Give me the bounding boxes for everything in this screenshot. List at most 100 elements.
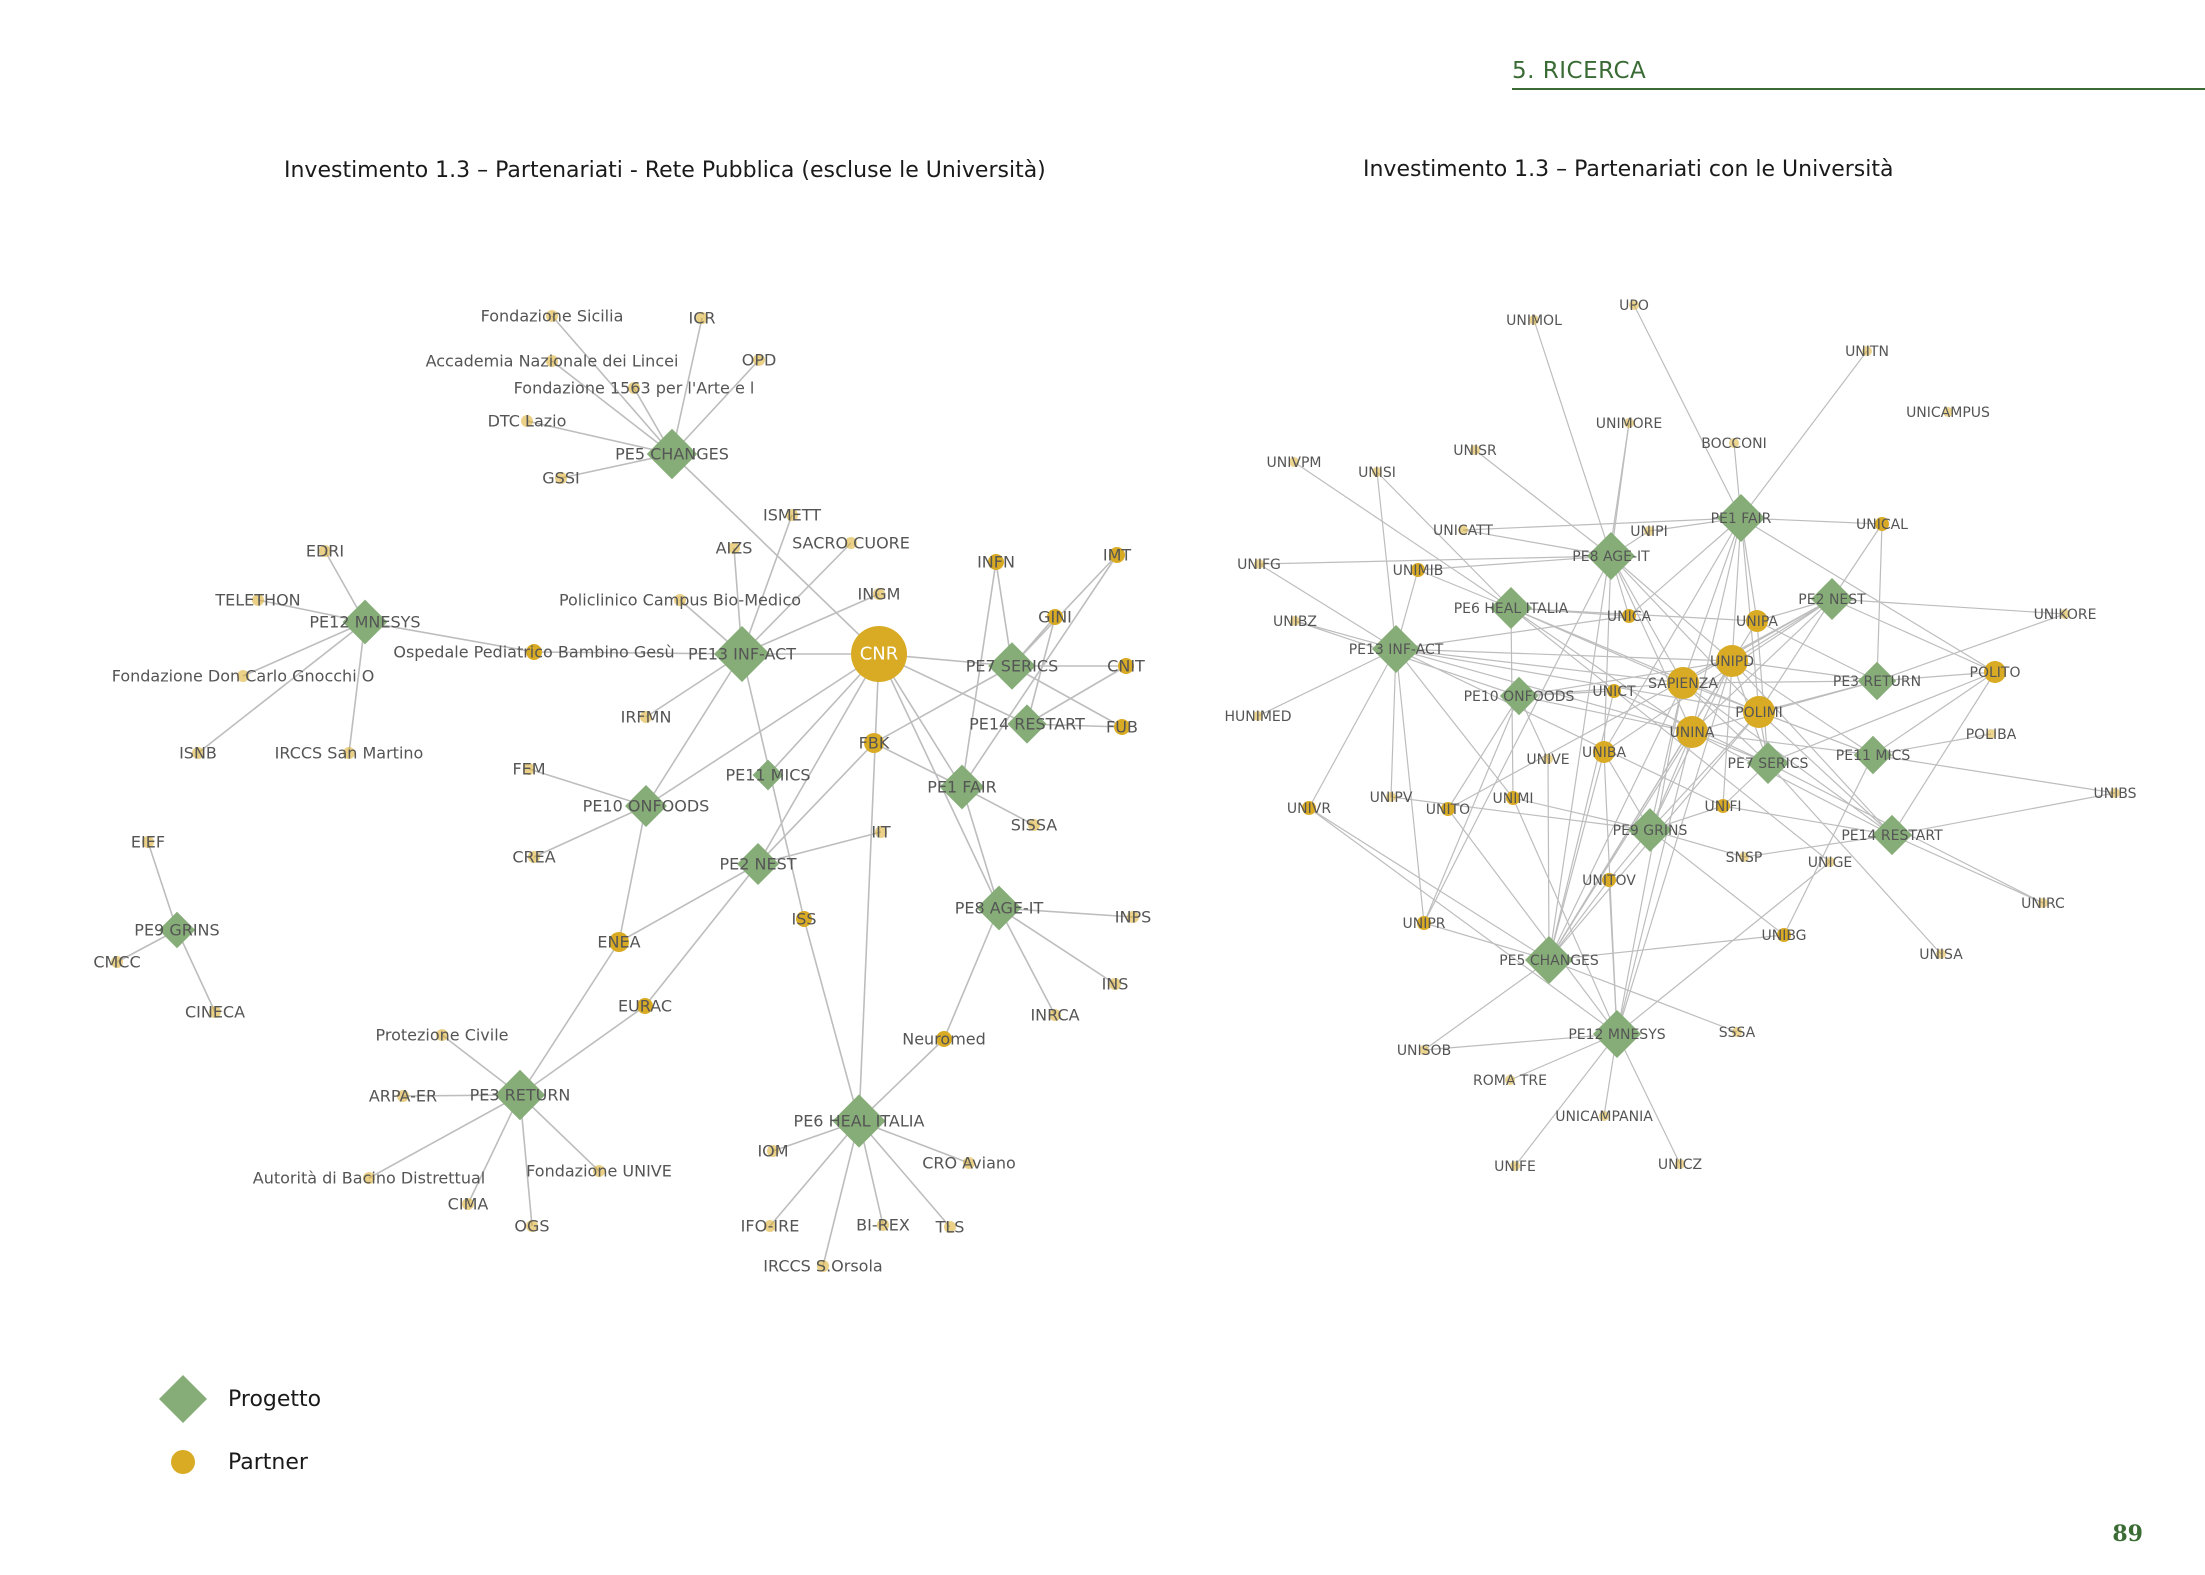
partner-node-unitov: [1602, 873, 1616, 887]
edge-pe5-changes-fondazione-sicilia: [551, 315, 673, 455]
partner-label-cnr: CNR: [860, 644, 899, 665]
edge-pe13-inf-act-polimi: [1395, 648, 1760, 713]
edge-pe1-fair-unica: [1628, 517, 1742, 617]
project-label-pe1-fair: PE1 FAIR: [927, 778, 997, 797]
partner-label-fub: FUB: [1106, 718, 1138, 737]
edge-pe12-mnesys-unife: [1514, 1033, 1618, 1167]
partner-label-arpa-er: ARPA-ER: [369, 1087, 437, 1106]
edge-pe14-restart-unibs: [1891, 792, 2116, 836]
partner-node-protezione-civile: [436, 1029, 448, 1041]
edge-pe8-age-it-ins: [998, 907, 1116, 985]
edge-pe13-inf-act-ospedale-pediatrico-bambino-ges: [533, 651, 743, 655]
partner-label-unicampus: UNICAMPUS: [1906, 405, 1990, 421]
partner-node-unisi: [1372, 467, 1382, 477]
edge-pe11-mics-polito: [1872, 671, 1996, 756]
project-node-pe3-return: [1857, 661, 1897, 701]
edge-pe3-return-enea: [519, 941, 620, 1096]
partner-label-sissa: SISSA: [1011, 816, 1057, 835]
partner-label-unipv: UNIPV: [1370, 790, 1413, 806]
partner-node-enea: [609, 932, 629, 952]
edge-pe13-inf-act-unina: [1395, 648, 1693, 733]
partner-label-bocconi: BOCCONI: [1701, 436, 1767, 452]
partner-node-cima: [462, 1198, 474, 1210]
partner-node-edri: [319, 545, 331, 557]
edge-pe1-fair-unical: [1740, 517, 1883, 525]
project-node-pe9-grins: [158, 911, 196, 949]
edge-pe8-age-it-inrca: [998, 907, 1056, 1016]
edge-pe3-return-unipd: [1731, 660, 1878, 682]
partner-label-unirc: UNIRC: [2021, 896, 2065, 912]
edge-pe2-nest-unikore: [1831, 598, 2066, 615]
edge-pe3-return-fondazione-unive: [519, 1094, 600, 1172]
edge-pe14-restart-unirc: [1891, 834, 2044, 904]
edge-pe1-fair-imt: [961, 554, 1118, 788]
partner-label-unict: UNICT: [1592, 684, 1636, 700]
partner-label-ins: INS: [1102, 975, 1129, 994]
partner-label-dtc-lazio: DTC Lazio: [488, 412, 567, 431]
project-node-pe8-age-it: [1587, 532, 1635, 580]
partner-label-protezione-civile: Protezione Civile: [375, 1026, 508, 1045]
project-node-pe3-return: [494, 1069, 546, 1121]
partner-node-ingm: [873, 588, 885, 600]
edge-pe1-fair-polito: [1740, 517, 1996, 673]
left-chart-title: Investimento 1.3 – Partenariati - Rete P…: [284, 158, 1046, 183]
partner-label-fondazione-unive: Fondazione UNIVE: [526, 1162, 672, 1181]
edge-pe2-nest-unipd: [1731, 598, 1833, 662]
edge-pe9-grins-polimi: [1649, 711, 1760, 831]
partner-node-unimore: [1624, 418, 1634, 428]
project-label-pe8-age-it: PE8 AGE-IT: [1572, 549, 1650, 565]
edge-pe1-fair-unicatt: [1462, 517, 1742, 531]
partner-label-irccs-s-orsola: IRCCS S.Orsola: [763, 1257, 882, 1276]
partner-label-neuromed: Neuromed: [902, 1030, 986, 1049]
edge-pe3-return-unikore: [1876, 613, 2066, 682]
edge-pe7-serics-fub: [1011, 665, 1123, 728]
edge-pe14-restart-unipd: [1731, 660, 1893, 836]
edge-pe1-fair-upo: [1633, 304, 1742, 519]
partner-label-snsp: SNSP: [1726, 850, 1763, 866]
partner-node-bi-rex: [877, 1219, 889, 1231]
partner-node-polito: [1984, 661, 2006, 683]
edge-pe6-heal-italia-cnr: [858, 653, 880, 1122]
partner-label-fondazione-don-carlo-gnocchi-o: Fondazione Don Carlo Gnocchi O: [112, 667, 375, 686]
partner-label-roma-tre: ROMA TRE: [1473, 1073, 1547, 1089]
edge-pe13-inf-act-unipd: [1395, 648, 1733, 662]
partner-node-polimi: [1743, 696, 1775, 728]
project-node-pe9-grins: [1628, 808, 1672, 852]
partner-node-unitn: [1862, 346, 1872, 356]
edge-pe1-fair-pe8-age-it: [961, 786, 1000, 909]
edge-pe12-mnesys-sapienza: [1616, 682, 1684, 1035]
project-label-pe14-restart: PE14 RESTART: [1841, 828, 1943, 844]
project-node-pe10-onfoods: [1499, 676, 1539, 716]
partner-node-tls: [944, 1221, 956, 1233]
partner-label-fondazione-sicilia: Fondazione Sicilia: [481, 307, 624, 326]
partner-label-unipa: UNIPA: [1736, 614, 1778, 630]
edge-pe14-restart-snsp: [1743, 834, 1893, 858]
edge-pe1-fair-unitn: [1740, 350, 1868, 519]
partner-node-telethon: [252, 594, 264, 606]
partner-label-ogs: OGS: [514, 1217, 549, 1236]
project-label-pe6-heal-italia: PE6 HEAL ITALIA: [794, 1112, 925, 1131]
project-node-pe2-nest: [737, 843, 779, 885]
partner-label-isnb: ISNB: [179, 744, 217, 763]
edge-pe12-mnesys-unicz: [1616, 1033, 1681, 1165]
project-label-pe2-nest: PE2 NEST: [1798, 592, 1866, 608]
partner-label-unicatt: UNICATT: [1433, 523, 1493, 539]
partner-node-unibs: [2110, 788, 2120, 798]
edge-pe6-heal-italia-unimib: [1417, 569, 1512, 609]
legend-partner: Partner: [158, 1447, 308, 1477]
partner-label-unitov: UNITOV: [1582, 873, 1636, 889]
edge-pe5-changes-sssa: [1548, 959, 1738, 1033]
partner-node-bocconi: [1729, 438, 1739, 448]
edge-pe11-mics-unibs: [1872, 754, 2116, 794]
edge-pe6-heal-italia-ifo-ire: [769, 1120, 860, 1227]
partner-node-fub: [1114, 719, 1130, 735]
partner-node-unive: [1543, 754, 1553, 764]
partner-label-ifo-ire: IFO-IRE: [741, 1217, 800, 1236]
edge-pe1-fair-infn: [961, 561, 997, 788]
project-node-pe12-mnesys: [1593, 1010, 1641, 1058]
partner-label-unimore: UNIMORE: [1596, 416, 1663, 432]
edge-pe14-restart-gini: [1026, 616, 1056, 725]
partner-label-inrca: INRCA: [1030, 1006, 1079, 1025]
partner-node-fondazione-sicilia: [546, 310, 558, 322]
project-node-pe14-restart: [1871, 814, 1913, 856]
